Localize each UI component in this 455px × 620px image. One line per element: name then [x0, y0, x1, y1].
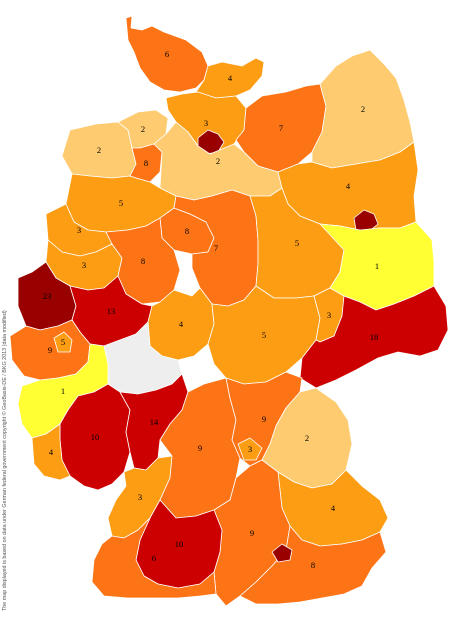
region-value-siegen: 5	[61, 337, 65, 347]
region-bremen-area[interactable]	[129, 143, 163, 183]
region-value-rheinhessen: 10	[91, 432, 100, 442]
city-muenchen[interactable]	[271, 543, 293, 563]
region-muenchen[interactable]	[239, 525, 387, 605]
region-value-leipzig: 3	[327, 310, 331, 320]
region-value-sachsen-anhalt: 5	[295, 238, 299, 248]
region-value-karlsruhe: 3	[138, 492, 142, 502]
region-value-koeln-bonn: 9	[48, 345, 52, 355]
region-value-oberpfalz: 2	[305, 433, 309, 443]
region-value-thueringen: 5	[262, 330, 266, 340]
region-value-bremen-area: 8	[144, 158, 148, 168]
region-value-muensterland: 3	[77, 225, 81, 235]
region-value-hamburg-ring: 3	[204, 118, 208, 128]
region-value-niederrhein: 3	[82, 260, 86, 270]
region-value-ulm-augsburg: 9	[250, 528, 254, 538]
region-value-nordhessen: 4	[179, 319, 184, 329]
region-value-muenchen: 8	[311, 560, 315, 570]
region-value-hannover: 8	[185, 226, 189, 236]
region-value-braunschweig: 7	[214, 243, 218, 253]
region-nuernberg[interactable]	[237, 437, 263, 461]
region-value-oberfranken: 9	[262, 414, 266, 424]
region-value-rhein-main: 14	[150, 417, 159, 427]
region-value-lueneburg: 2	[216, 156, 220, 166]
region-value-sauerland: 13	[107, 306, 116, 316]
region-value-mecklenburg-west: 7	[279, 123, 283, 133]
region-saar[interactable]	[31, 423, 71, 481]
region-value-schleswig-north: 6	[165, 49, 169, 59]
region-value-heilbronn: 9	[198, 443, 202, 453]
region-value-ruhr: 23	[43, 291, 52, 301]
region-value-bremerhaven: 2	[141, 124, 145, 134]
region-value-saar: 4	[49, 447, 54, 457]
region-value-sachsen-north: 1	[375, 261, 379, 271]
region-value-ostwestfalen: 8	[141, 256, 145, 266]
region-value-stuttgart: 10	[175, 539, 184, 549]
region-value-niederbayern: 4	[331, 503, 336, 513]
region-dresden-chemnitz[interactable]	[299, 285, 449, 389]
region-siegen[interactable]	[53, 331, 73, 353]
region-value-emsland: 5	[119, 198, 123, 208]
region-value-vorpommern: 2	[361, 104, 365, 114]
region-value-nuernberg: 3	[248, 444, 252, 454]
region-value-dresden-chemnitz: 18	[370, 332, 379, 342]
region-value-weser-ems-north: 2	[97, 145, 101, 155]
region-value-ostholstein: 4	[228, 73, 233, 83]
region-value-brandenburg: 4	[346, 181, 351, 191]
region-freiburg[interactable]	[91, 517, 217, 599]
region-value-eifel: 1	[61, 386, 65, 396]
copyright-credit: The map displayed is based on data under…	[2, 310, 8, 611]
region-value-freiburg: 6	[152, 553, 156, 563]
